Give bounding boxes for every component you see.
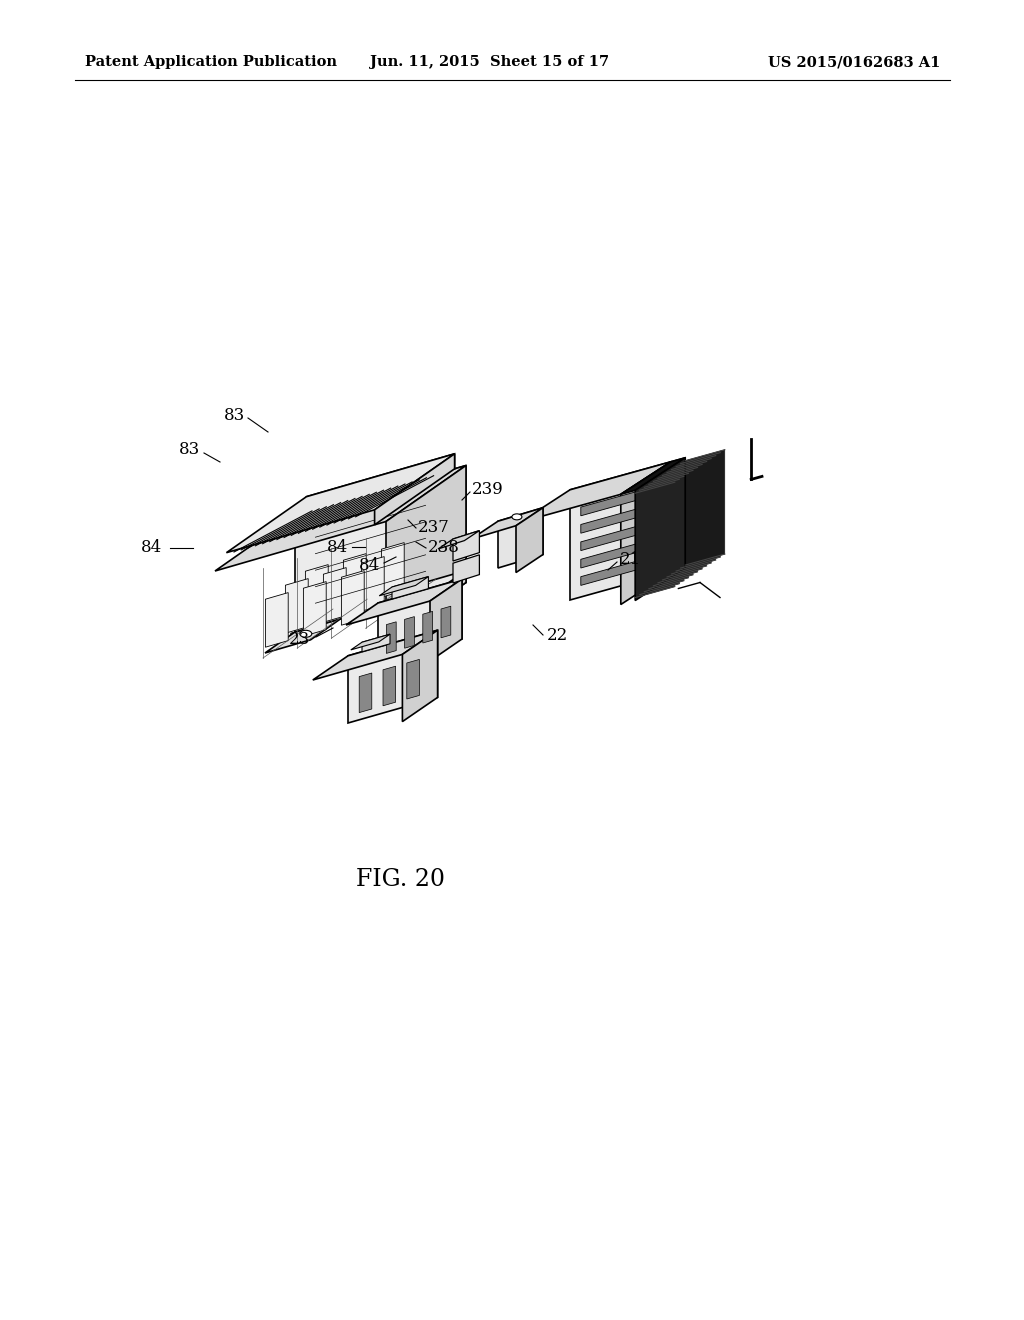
Text: 84: 84 bbox=[358, 557, 380, 573]
Polygon shape bbox=[430, 579, 462, 661]
Polygon shape bbox=[359, 673, 372, 713]
Polygon shape bbox=[381, 543, 404, 597]
Polygon shape bbox=[581, 521, 656, 550]
Polygon shape bbox=[265, 619, 341, 653]
Polygon shape bbox=[286, 578, 308, 634]
Polygon shape bbox=[265, 593, 288, 647]
Polygon shape bbox=[520, 462, 671, 523]
Polygon shape bbox=[343, 553, 367, 609]
Polygon shape bbox=[621, 462, 671, 605]
Polygon shape bbox=[361, 557, 384, 611]
Polygon shape bbox=[658, 467, 697, 583]
Polygon shape bbox=[351, 634, 390, 649]
Text: 239: 239 bbox=[472, 482, 504, 499]
Polygon shape bbox=[635, 482, 675, 598]
Polygon shape bbox=[644, 477, 684, 591]
Polygon shape bbox=[312, 630, 437, 680]
Text: 84: 84 bbox=[140, 540, 162, 557]
Polygon shape bbox=[421, 570, 466, 595]
Polygon shape bbox=[676, 455, 716, 572]
Polygon shape bbox=[516, 508, 543, 573]
Polygon shape bbox=[407, 660, 420, 700]
Text: Patent Application Publication: Patent Application Publication bbox=[85, 55, 337, 69]
Polygon shape bbox=[226, 454, 455, 553]
Polygon shape bbox=[498, 508, 543, 568]
Polygon shape bbox=[667, 462, 707, 577]
Polygon shape bbox=[681, 453, 720, 568]
Text: 83: 83 bbox=[179, 441, 200, 458]
Text: 83: 83 bbox=[224, 407, 245, 424]
Polygon shape bbox=[423, 611, 432, 643]
Text: 84: 84 bbox=[327, 539, 348, 556]
Polygon shape bbox=[215, 466, 466, 572]
Polygon shape bbox=[581, 539, 656, 568]
Text: 238: 238 bbox=[428, 540, 460, 557]
Polygon shape bbox=[379, 577, 428, 595]
Text: 237: 237 bbox=[418, 519, 450, 536]
Polygon shape bbox=[581, 503, 656, 533]
Polygon shape bbox=[386, 622, 396, 653]
Polygon shape bbox=[671, 458, 685, 572]
Polygon shape bbox=[453, 531, 479, 561]
Polygon shape bbox=[570, 462, 671, 601]
Polygon shape bbox=[685, 450, 725, 565]
Polygon shape bbox=[581, 486, 656, 516]
Polygon shape bbox=[402, 630, 437, 722]
Polygon shape bbox=[672, 458, 711, 574]
Text: US 2015/0162683 A1: US 2015/0162683 A1 bbox=[768, 55, 940, 69]
Polygon shape bbox=[386, 466, 466, 627]
Polygon shape bbox=[378, 579, 462, 663]
Polygon shape bbox=[348, 630, 437, 723]
Polygon shape bbox=[441, 606, 451, 638]
Polygon shape bbox=[362, 634, 390, 652]
Polygon shape bbox=[640, 479, 679, 594]
Polygon shape bbox=[346, 579, 462, 624]
Polygon shape bbox=[635, 458, 685, 601]
Text: Jun. 11, 2015  Sheet 15 of 17: Jun. 11, 2015 Sheet 15 of 17 bbox=[371, 55, 609, 69]
Text: 23: 23 bbox=[289, 631, 310, 648]
Polygon shape bbox=[324, 568, 346, 622]
Ellipse shape bbox=[512, 513, 522, 520]
Ellipse shape bbox=[300, 630, 311, 638]
Polygon shape bbox=[303, 582, 327, 636]
Polygon shape bbox=[436, 570, 466, 603]
Polygon shape bbox=[649, 474, 688, 589]
Polygon shape bbox=[295, 466, 466, 620]
Polygon shape bbox=[404, 616, 415, 648]
Polygon shape bbox=[663, 465, 702, 579]
Polygon shape bbox=[306, 454, 455, 512]
Text: FIG. 20: FIG. 20 bbox=[355, 869, 444, 891]
Polygon shape bbox=[341, 570, 365, 626]
Text: 21: 21 bbox=[620, 552, 641, 569]
Polygon shape bbox=[390, 582, 466, 616]
Polygon shape bbox=[375, 454, 455, 525]
Polygon shape bbox=[621, 458, 685, 494]
Polygon shape bbox=[305, 565, 329, 619]
Polygon shape bbox=[383, 667, 395, 706]
Polygon shape bbox=[653, 470, 693, 586]
Polygon shape bbox=[453, 554, 479, 583]
Polygon shape bbox=[392, 577, 428, 599]
Ellipse shape bbox=[425, 594, 437, 601]
Polygon shape bbox=[471, 508, 543, 539]
Polygon shape bbox=[295, 607, 341, 632]
Polygon shape bbox=[438, 531, 479, 549]
Text: 22: 22 bbox=[547, 627, 568, 644]
Polygon shape bbox=[581, 556, 656, 585]
